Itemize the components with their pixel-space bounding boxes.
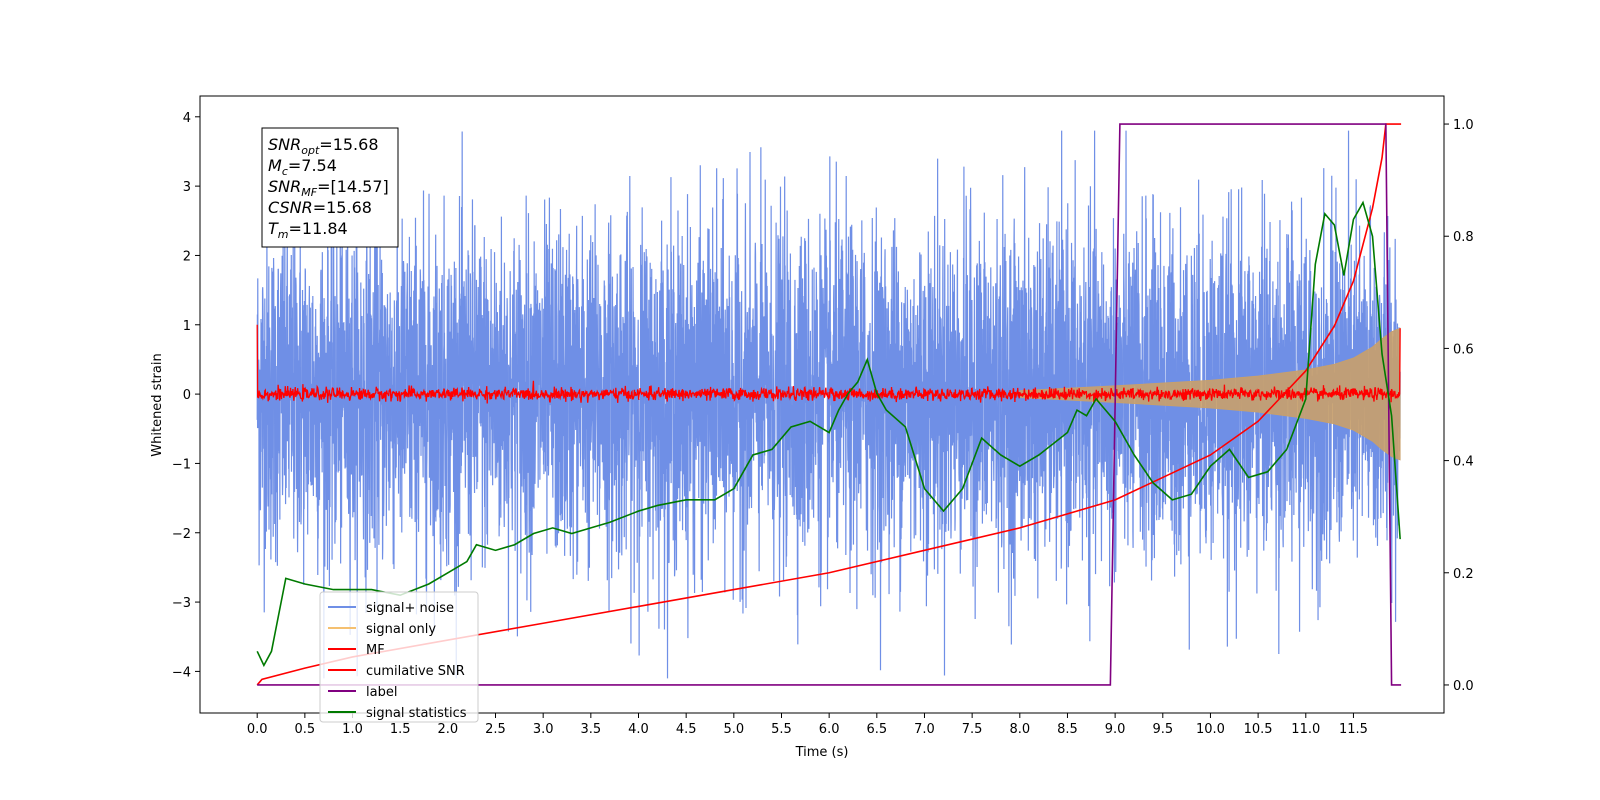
x-tick-label: 4.5	[676, 722, 697, 737]
y-tick-label: 4	[183, 111, 191, 126]
x-tick-label: 1.0	[342, 722, 363, 737]
annotation-frame	[261, 127, 399, 248]
x-tick-label: 10.0	[1196, 722, 1225, 737]
y-tick-label: 0	[183, 388, 191, 403]
x-tick-label: 10.5	[1244, 722, 1273, 737]
annotation-box: SNRopt=15.68Mc=7.54SNRMF=[14.57]CSNR=15.…	[261, 127, 399, 248]
mf-line	[256, 324, 1401, 404]
y-axis-right-ticks: 1.0 0.8 0.6 0.4 0.2 0.0	[1444, 118, 1474, 694]
mf-series	[256, 324, 1401, 404]
annotation-line: SNRopt=15.68	[268, 135, 379, 157]
annotation-line: Tm=11.84	[268, 219, 348, 241]
x-tick-label: 5.0	[723, 722, 744, 737]
x-tick-label: 6.0	[819, 722, 840, 737]
x-tick-label: 2.5	[485, 722, 506, 737]
x-tick-label: 2.0	[438, 722, 459, 737]
y-right-tick-label: 0.0	[1453, 679, 1474, 694]
label-line	[257, 123, 1402, 686]
legend-entry: signal only	[366, 622, 436, 637]
legend-entry: signal+ noise	[366, 601, 454, 616]
x-tick-label: 0.5	[295, 722, 316, 737]
x-tick-label: 5.5	[771, 722, 792, 737]
legend-frame	[319, 591, 479, 723]
y-tick-label: −1	[172, 457, 191, 472]
y-tick-label: 1	[183, 319, 191, 334]
legend: signal+ noise signal only MF cumilative SNR…	[319, 591, 479, 723]
x-tick-label: 6.5	[866, 722, 887, 737]
x-tick-label: 7.5	[962, 722, 983, 737]
x-tick-label: 1.5	[390, 722, 411, 737]
x-tick-label: 11.0	[1291, 722, 1320, 737]
y-tick-label: 3	[183, 180, 191, 195]
y-axis-label: Whitened strain	[150, 353, 165, 456]
annotation-line: SNRMF=[14.57]	[268, 177, 389, 199]
y-tick-label: 2	[183, 249, 191, 264]
y-right-tick-label: 0.6	[1453, 342, 1474, 357]
annotation-line: Mc=7.54	[268, 156, 337, 178]
y-tick-label: −3	[172, 596, 191, 611]
legend-entry: MF	[366, 643, 385, 658]
x-tick-label: 9.5	[1152, 722, 1173, 737]
legend-entry: label	[366, 685, 397, 700]
annotation-line: CSNR=15.68	[268, 198, 372, 217]
signal-statistics-line	[256, 200, 1401, 668]
x-tick-label: 7.0	[914, 722, 935, 737]
y-tick-label: −4	[172, 665, 191, 680]
x-tick-label: 9.0	[1105, 722, 1126, 737]
y-axis-ticks: 4 3 2 1 0 −1 −2 −3 −4	[172, 111, 200, 680]
plot-frame	[199, 95, 1445, 714]
y-right-tick-label: 1.0	[1453, 118, 1474, 133]
y-tick-label: −2	[172, 527, 191, 542]
x-tick-label: 0.0	[247, 722, 268, 737]
legend-entry: cumilative SNR	[366, 664, 465, 679]
x-tick-label: 4.0	[628, 722, 649, 737]
x-axis-ticks: 0.0 0.5 1.0 1.5 2.0 2.5 3.0 3.5 4.0 4.5 5.0 5.5 6.0 6…	[247, 713, 1368, 737]
y-right-tick-label: 0.2	[1453, 567, 1474, 582]
y-right-tick-label: 0.8	[1453, 230, 1474, 245]
x-tick-label: 3.0	[533, 722, 554, 737]
x-tick-label: 11.5	[1339, 722, 1368, 737]
x-tick-label: 8.0	[1009, 722, 1030, 737]
y-right-tick-label: 0.4	[1453, 455, 1474, 470]
legend-entry: signal statistics	[366, 706, 467, 721]
x-tick-label: 8.5	[1057, 722, 1078, 737]
x-tick-label: 3.5	[580, 722, 601, 737]
x-axis-label: Time (s)	[795, 745, 849, 760]
